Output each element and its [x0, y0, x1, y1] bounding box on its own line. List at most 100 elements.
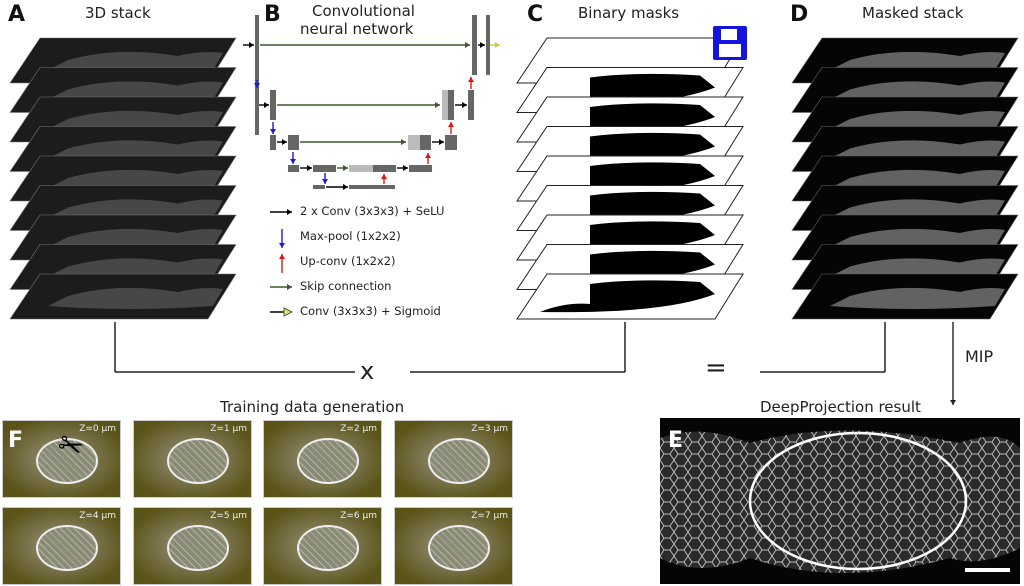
- upconv-arrow-head: [425, 153, 431, 158]
- z-depth-label: Z=1 µm: [210, 424, 247, 434]
- legend-upconv: Up-conv (1x2x2): [300, 254, 396, 268]
- legend-skip-arrow-head: [287, 284, 292, 290]
- panel-label-c: C: [527, 2, 544, 27]
- multiply-operator: x: [360, 357, 375, 385]
- deepprojection-result-image: [660, 418, 1020, 584]
- legend-maxpool-arrow-head: [279, 243, 285, 248]
- unet-feature-block: [270, 135, 276, 150]
- z-slice-tile: Z=3 µm: [394, 420, 513, 498]
- panel-label-a: A: [8, 2, 26, 27]
- floppy-disk-icon-shutter: [721, 29, 737, 40]
- unet-feature-block: [313, 185, 325, 189]
- panel-a-title: 3D stack: [85, 4, 151, 22]
- conv-arrow-head: [343, 184, 348, 190]
- upconv-arrow-head: [468, 77, 474, 82]
- panel-b-title-2: neural network: [300, 20, 414, 38]
- sigmoid-arrow-head: [495, 42, 500, 48]
- equals-operator: =: [705, 353, 727, 383]
- conv-arrow-head: [307, 165, 312, 171]
- unet-feature-block: [420, 135, 431, 150]
- legend-conv-sigmoid: Conv (3x3x3) + Sigmoid: [300, 304, 441, 318]
- upconv-arrow-head: [448, 122, 454, 127]
- conv-arrow-head: [462, 102, 467, 108]
- tissue-region: [166, 437, 230, 485]
- legend-conv-arrow-head: [287, 209, 292, 215]
- mip-label: MIP: [965, 347, 994, 366]
- panel-f-title: Training data generation: [220, 398, 405, 416]
- tissue-region: [296, 524, 360, 572]
- tissue-region: [427, 524, 491, 572]
- z-depth-label: Z=4 µm: [79, 511, 116, 521]
- conv-arrow-head: [282, 139, 287, 145]
- tissue-region: [35, 524, 99, 572]
- z-slice-tile: Z=1 µm: [133, 420, 252, 498]
- panel-label-e: E: [668, 428, 684, 453]
- unet-feature-block: [486, 15, 490, 75]
- conv-arrow-head: [480, 42, 485, 48]
- tissue-region: [296, 437, 360, 485]
- skip-arrow-head: [435, 102, 440, 108]
- tissue-region: [166, 524, 230, 572]
- stack-a-layer-tissue: [48, 287, 223, 309]
- legend-sigmoid-arrow-head: [283, 307, 294, 317]
- unet-feature-block: [442, 90, 448, 120]
- unet-feature-block: [313, 165, 336, 172]
- tissue-region: [35, 437, 99, 485]
- unet-feature-block: [408, 135, 420, 150]
- panel-label-f: F: [8, 428, 24, 453]
- unet-feature-block: [468, 90, 474, 120]
- legend-upconv-arrow-head: [279, 254, 285, 259]
- z-slice-tile: Z=5 µm: [133, 507, 252, 585]
- panel-c-title: Binary masks: [578, 4, 680, 22]
- maxpool-arrow-head: [254, 83, 260, 88]
- z-slice-tile: Z=6 µm: [263, 507, 382, 585]
- masked-d-layer-tissue: [830, 287, 1005, 309]
- unet-feature-block: [270, 90, 276, 120]
- z-depth-label: Z=5 µm: [210, 511, 247, 521]
- upconv-arrow-head: [381, 174, 387, 179]
- conv-arrow-head: [264, 102, 269, 108]
- unet-feature-block: [349, 165, 373, 172]
- panel-label-d: D: [790, 2, 809, 27]
- mask-c-layer-mask-region: [540, 280, 715, 313]
- unet-feature-block: [255, 15, 259, 135]
- unet-feature-block: [445, 135, 457, 150]
- legend-maxpool: Max-pool (1x2x2): [300, 229, 401, 243]
- panel-d-title: Masked stack: [862, 4, 964, 22]
- maxpool-arrow-head: [290, 159, 296, 164]
- skip-arrow-head: [465, 42, 470, 48]
- legend-skip: Skip connection: [300, 279, 392, 293]
- unet-feature-block: [448, 90, 454, 120]
- unet-feature-block: [288, 165, 299, 172]
- unet-feature-block: [409, 165, 432, 172]
- z-depth-label: Z=7 µm: [471, 511, 508, 521]
- panel-e-title: DeepProjection result: [760, 398, 921, 416]
- z-slice-tile: Z=2 µm: [263, 420, 382, 498]
- unet-feature-block: [472, 15, 477, 75]
- unet-feature-block: [373, 165, 396, 172]
- tissue-region: [427, 437, 491, 485]
- z-slice-tile: Z=7 µm: [394, 507, 513, 585]
- z-slice-tile: Z=4 µm: [2, 507, 121, 585]
- z-slice-tile: Z=0 µm ✂: [2, 420, 121, 498]
- tissue-projection: [660, 430, 1020, 573]
- floppy-disk-icon-label: [719, 44, 741, 57]
- mip-arrow-head: [950, 400, 956, 405]
- legend-conv-selu: 2 x Conv (3x3x3) + SeLU: [300, 204, 445, 218]
- panel-b-title-1: Convolutional: [312, 2, 415, 20]
- conv-arrow-head: [439, 139, 444, 145]
- z-depth-label: Z=0 µm: [79, 424, 116, 434]
- z-depth-label: Z=3 µm: [471, 424, 508, 434]
- z-depth-label: Z=2 µm: [340, 424, 377, 434]
- conv-arrow-head: [249, 42, 254, 48]
- conv-arrow-head: [403, 165, 408, 171]
- panel-label-b: B: [264, 2, 281, 27]
- maxpool-arrow-head: [270, 129, 276, 134]
- skip-arrow-head: [401, 139, 406, 145]
- skip-arrow-head: [343, 165, 348, 171]
- unet-feature-block: [255, 88, 259, 120]
- unet-feature-block: [349, 185, 395, 189]
- unet-feature-block: [288, 135, 299, 150]
